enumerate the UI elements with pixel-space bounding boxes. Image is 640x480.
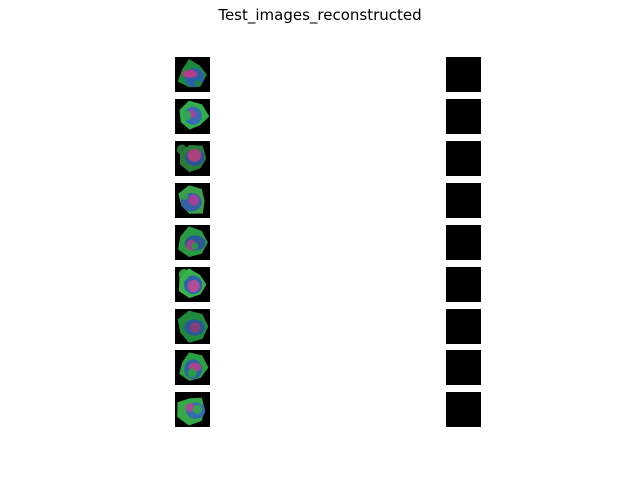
- original-image-tile: [175, 267, 210, 302]
- original-image-tile: [175, 225, 210, 260]
- reconstructed-image-tile: [446, 99, 481, 134]
- original-image-tile: [175, 141, 210, 176]
- reconstructed-image-tile: [446, 141, 481, 176]
- original-image-tile: [175, 350, 210, 385]
- original-image-tile: [175, 99, 210, 134]
- reconstructed-image-tile: [446, 267, 481, 302]
- figure-title: Test_images_reconstructed: [218, 6, 422, 24]
- reconstructed-image-tile: [446, 225, 481, 260]
- original-image-tile: [175, 57, 210, 92]
- original-image-tile: [175, 309, 210, 344]
- reconstructed-image-tile: [446, 57, 481, 92]
- reconstructed-image-tile: [446, 392, 481, 427]
- original-image-tile: [175, 392, 210, 427]
- reconstructed-image-tile: [446, 183, 481, 218]
- original-image-tile: [175, 183, 210, 218]
- reconstructed-image-tile: [446, 350, 481, 385]
- reconstructed-image-tile: [446, 309, 481, 344]
